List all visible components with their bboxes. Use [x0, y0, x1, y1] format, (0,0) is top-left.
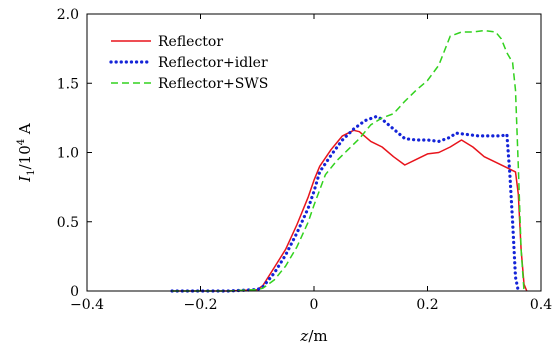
y-tick-label: 0.5: [57, 215, 79, 231]
y-axis-title-unit: /10: [16, 145, 34, 169]
x-tick-label: −0.4: [70, 297, 104, 313]
legend-label-0: Reflector: [158, 34, 223, 50]
y-axis-title-var: I: [16, 175, 34, 183]
plot-frame: [86, 13, 542, 292]
x-axis-title-unit: /m: [308, 327, 327, 345]
legend-label-1: Reflector+idler: [158, 55, 268, 71]
x-tick-label: −0.2: [184, 297, 218, 313]
y-tick-label: 2.0: [57, 7, 79, 23]
series-layer: [170, 29, 528, 293]
legend-label-2: Reflector+SWS: [158, 76, 268, 92]
y-axis-title: I1/104 A: [16, 123, 37, 183]
legend: Reflector Reflector+idler Reflector+SWS: [109, 34, 268, 92]
y-axis-title-sub: 1: [26, 169, 37, 175]
series-line-2: [172, 29, 525, 292]
ticks-layer: −0.4 −0.2 0 0.2 0.4 0 0.5 1.0 1.5 2.0: [57, 7, 552, 313]
y-tick-label: 1.0: [57, 146, 79, 162]
x-tick-label: 0.2: [416, 297, 438, 313]
x-tick-label: 0: [310, 297, 319, 313]
y-tick-label: 0: [70, 284, 79, 300]
y-axis-title-amp: A: [16, 123, 34, 139]
series-line-1: [170, 114, 520, 293]
x-axis-title: z/m: [299, 327, 327, 345]
y-axis-title-exp: 4: [16, 139, 27, 145]
x-axis-title-var: z: [299, 327, 308, 345]
series-line-0: [172, 129, 528, 292]
x-tick-label: 0.4: [530, 297, 552, 313]
y-tick-label: 1.5: [57, 76, 79, 92]
